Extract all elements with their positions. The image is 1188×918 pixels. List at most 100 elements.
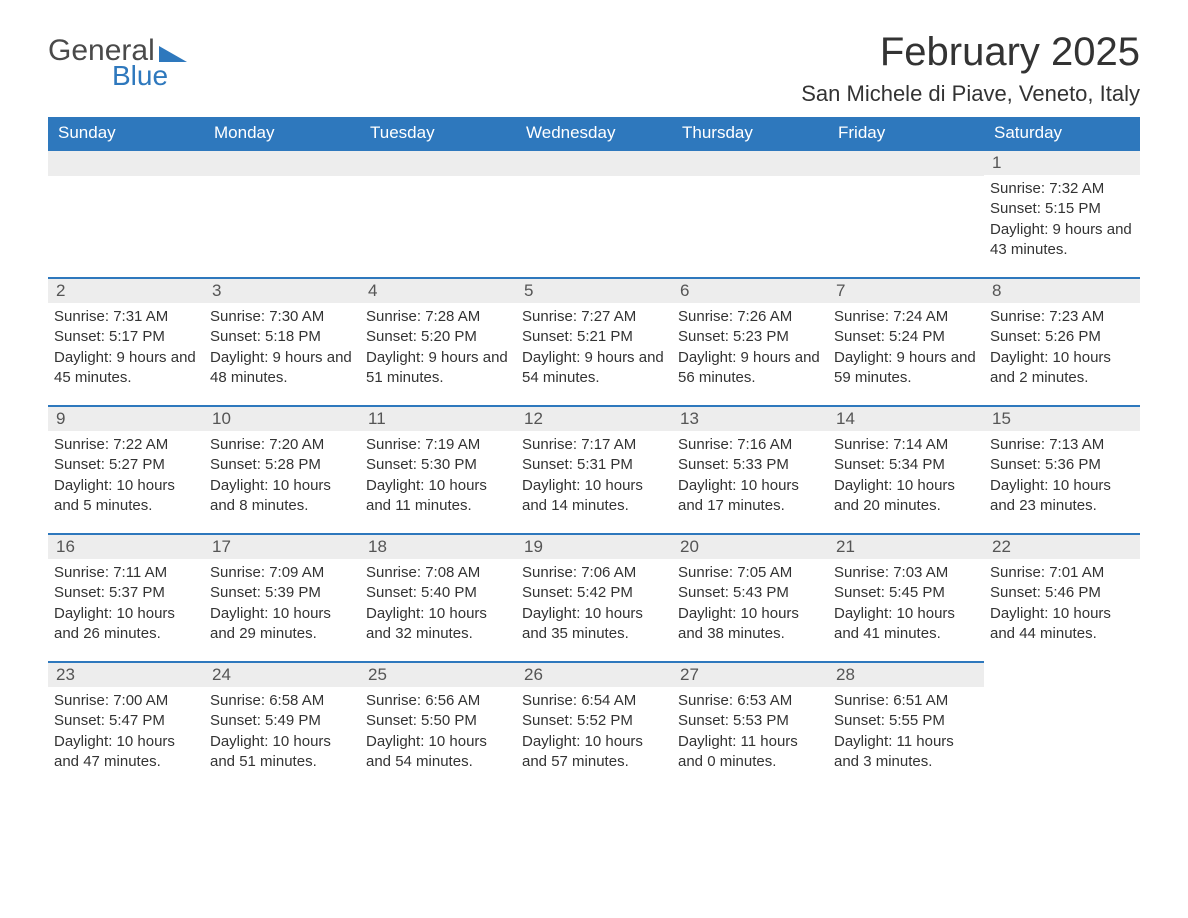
day-body: Sunrise: 7:09 AMSunset: 5:39 PMDaylight:… [204,559,360,656]
day-body: Sunrise: 7:01 AMSunset: 5:46 PMDaylight:… [984,559,1140,656]
calendar-cell: 23Sunrise: 7:00 AMSunset: 5:47 PMDayligh… [48,661,204,789]
sunrise-text: Sunrise: 7:16 AM [678,435,820,455]
sunrise-text: Sunrise: 6:56 AM [366,691,508,711]
sunset-text: Sunset: 5:37 PM [54,583,196,603]
day-body: Sunrise: 7:13 AMSunset: 5:36 PMDaylight:… [984,431,1140,528]
sunset-text: Sunset: 5:17 PM [54,327,196,347]
daylight-text: Daylight: 10 hours and 17 minutes. [678,476,820,517]
day-number: 20 [672,535,828,559]
sunrise-text: Sunrise: 7:05 AM [678,563,820,583]
day-wrap: 5Sunrise: 7:27 AMSunset: 5:21 PMDaylight… [516,277,672,400]
day-wrap: 14Sunrise: 7:14 AMSunset: 5:34 PMDayligh… [828,405,984,528]
sunrise-text: Sunrise: 6:58 AM [210,691,352,711]
day-wrap: 12Sunrise: 7:17 AMSunset: 5:31 PMDayligh… [516,405,672,528]
day-body: Sunrise: 7:22 AMSunset: 5:27 PMDaylight:… [48,431,204,528]
day-number: 8 [984,279,1140,303]
day-body: Sunrise: 7:03 AMSunset: 5:45 PMDaylight:… [828,559,984,656]
calendar-cell: 4Sunrise: 7:28 AMSunset: 5:20 PMDaylight… [360,277,516,405]
day-wrap: 7Sunrise: 7:24 AMSunset: 5:24 PMDaylight… [828,277,984,400]
brand-triangle-icon [159,46,187,62]
sunset-text: Sunset: 5:36 PM [990,455,1132,475]
daylight-text: Daylight: 9 hours and 45 minutes. [54,348,196,389]
daylight-text: Daylight: 10 hours and 11 minutes. [366,476,508,517]
sunrise-text: Sunrise: 7:14 AM [834,435,976,455]
day-number: 24 [204,663,360,687]
sunrise-text: Sunrise: 7:06 AM [522,563,664,583]
calendar-cell: 16Sunrise: 7:11 AMSunset: 5:37 PMDayligh… [48,533,204,661]
sunset-text: Sunset: 5:46 PM [990,583,1132,603]
day-number: 17 [204,535,360,559]
sunset-text: Sunset: 5:47 PM [54,711,196,731]
calendar-cell: 9Sunrise: 7:22 AMSunset: 5:27 PMDaylight… [48,405,204,533]
daylight-text: Daylight: 10 hours and 29 minutes. [210,604,352,645]
sunrise-text: Sunrise: 7:11 AM [54,563,196,583]
day-wrap: 9Sunrise: 7:22 AMSunset: 5:27 PMDaylight… [48,405,204,528]
calendar-cell: 18Sunrise: 7:08 AMSunset: 5:40 PMDayligh… [360,533,516,661]
calendar-cell: 21Sunrise: 7:03 AMSunset: 5:45 PMDayligh… [828,533,984,661]
calendar-cell: 10Sunrise: 7:20 AMSunset: 5:28 PMDayligh… [204,405,360,533]
sunrise-text: Sunrise: 7:13 AM [990,435,1132,455]
header: General Blue February 2025 San Michele d… [48,30,1140,107]
daylight-text: Daylight: 11 hours and 3 minutes. [834,732,976,773]
calendar-row: 1Sunrise: 7:32 AMSunset: 5:15 PMDaylight… [48,149,1140,277]
day-body: Sunrise: 6:51 AMSunset: 5:55 PMDaylight:… [828,687,984,784]
day-number: 19 [516,535,672,559]
calendar-cell [984,661,1140,789]
day-wrap: 26Sunrise: 6:54 AMSunset: 5:52 PMDayligh… [516,661,672,784]
day-body: Sunrise: 7:11 AMSunset: 5:37 PMDaylight:… [48,559,204,656]
sunset-text: Sunset: 5:30 PM [366,455,508,475]
sunset-text: Sunset: 5:53 PM [678,711,820,731]
daylight-text: Daylight: 9 hours and 56 minutes. [678,348,820,389]
sunset-text: Sunset: 5:55 PM [834,711,976,731]
daylight-text: Daylight: 10 hours and 2 minutes. [990,348,1132,389]
calendar-cell: 2 Sunrise: 7:31 AMSunset: 5:17 PMDaylight… [48,277,204,405]
day-number: 14 [828,407,984,431]
calendar-cell: 13Sunrise: 7:16 AMSunset: 5:33 PMDayligh… [672,405,828,533]
day-number: 23 [48,663,204,687]
day-wrap: 22Sunrise: 7:01 AMSunset: 5:46 PMDayligh… [984,533,1140,656]
sunrise-text: Sunrise: 7:01 AM [990,563,1132,583]
sunrise-text: Sunrise: 7:31 AM [54,307,196,327]
sunrise-text: Sunrise: 7:32 AM [990,179,1132,199]
sunset-text: Sunset: 5:50 PM [366,711,508,731]
sunset-text: Sunset: 5:18 PM [210,327,352,347]
calendar-table: SundayMondayTuesdayWednesdayThursdayFrid… [48,117,1140,789]
sunrise-text: Sunrise: 7:20 AM [210,435,352,455]
calendar-cell [672,149,828,277]
sunset-text: Sunset: 5:40 PM [366,583,508,603]
daylight-text: Daylight: 10 hours and 44 minutes. [990,604,1132,645]
calendar-cell: 14Sunrise: 7:14 AMSunset: 5:34 PMDayligh… [828,405,984,533]
calendar-cell [48,149,204,277]
calendar-cell: 19Sunrise: 7:06 AMSunset: 5:42 PMDayligh… [516,533,672,661]
sunrise-text: Sunrise: 7:28 AM [366,307,508,327]
day-number: 22 [984,535,1140,559]
day-wrap: 21Sunrise: 7:03 AMSunset: 5:45 PMDayligh… [828,533,984,656]
sunset-text: Sunset: 5:45 PM [834,583,976,603]
sunset-text: Sunset: 5:26 PM [990,327,1132,347]
daylight-text: Daylight: 9 hours and 59 minutes. [834,348,976,389]
day-number: 5 [516,279,672,303]
daylight-text: Daylight: 10 hours and 51 minutes. [210,732,352,773]
daylight-text: Daylight: 10 hours and 8 minutes. [210,476,352,517]
day-wrap: 24Sunrise: 6:58 AMSunset: 5:49 PMDayligh… [204,661,360,784]
calendar-body: 1Sunrise: 7:32 AMSunset: 5:15 PMDaylight… [48,149,1140,789]
day-number: 2 [48,279,204,303]
day-wrap: 27Sunrise: 6:53 AMSunset: 5:53 PMDayligh… [672,661,828,784]
sunrise-text: Sunrise: 7:22 AM [54,435,196,455]
calendar-cell: 26Sunrise: 6:54 AMSunset: 5:52 PMDayligh… [516,661,672,789]
calendar-row: 16Sunrise: 7:11 AMSunset: 5:37 PMDayligh… [48,533,1140,661]
daylight-text: Daylight: 10 hours and 38 minutes. [678,604,820,645]
title-block: February 2025 San Michele di Piave, Vene… [801,30,1140,107]
daylight-text: Daylight: 10 hours and 14 minutes. [522,476,664,517]
sunset-text: Sunset: 5:33 PM [678,455,820,475]
calendar-cell: 24Sunrise: 6:58 AMSunset: 5:49 PMDayligh… [204,661,360,789]
sunrise-text: Sunrise: 7:19 AM [366,435,508,455]
daylight-text: Daylight: 10 hours and 5 minutes. [54,476,196,517]
day-number: 10 [204,407,360,431]
sunrise-text: Sunrise: 7:17 AM [522,435,664,455]
sunrise-text: Sunrise: 7:26 AM [678,307,820,327]
day-body: Sunrise: 7:20 AMSunset: 5:28 PMDaylight:… [204,431,360,528]
sunrise-text: Sunrise: 6:51 AM [834,691,976,711]
sunrise-text: Sunrise: 7:27 AM [522,307,664,327]
day-wrap: 18Sunrise: 7:08 AMSunset: 5:40 PMDayligh… [360,533,516,656]
